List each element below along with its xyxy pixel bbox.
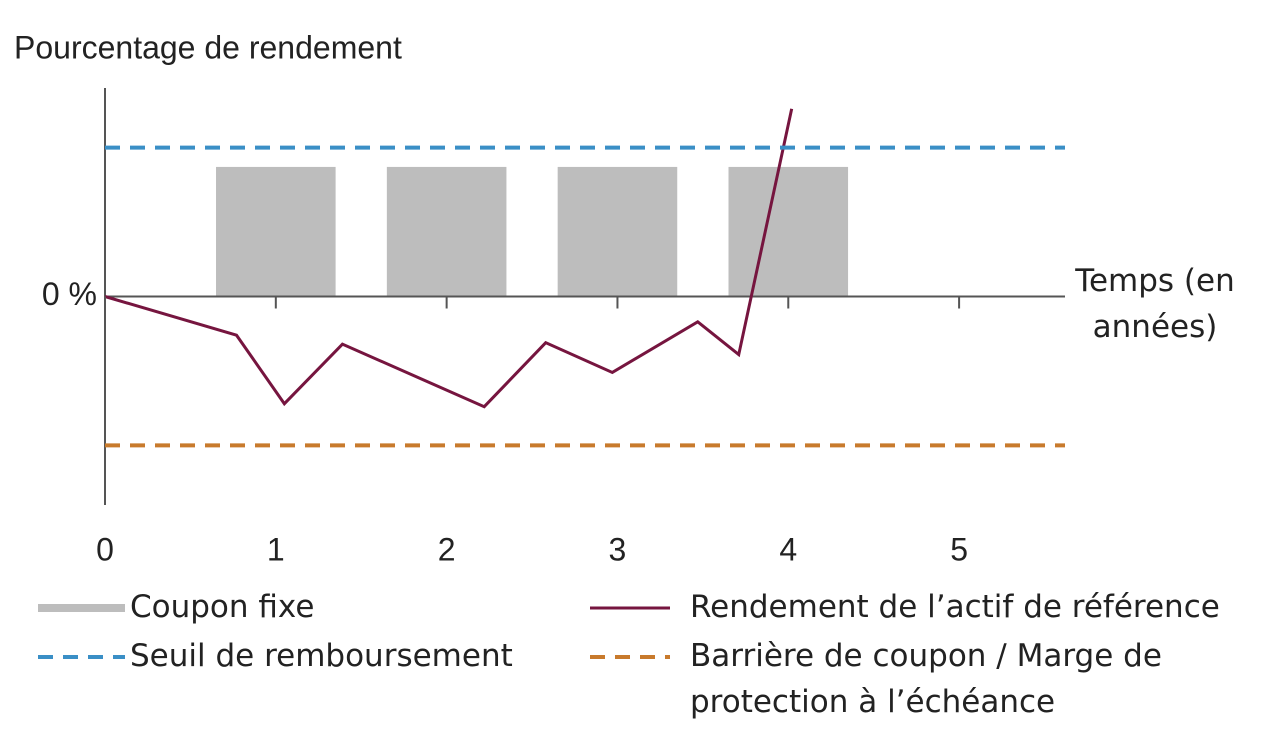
x-tick-label: 2 [438,531,456,567]
x-axis-label: Temps (en années) [1075,263,1235,345]
y-tick-label: 0 % [42,276,97,312]
coupon-bar [216,166,336,297]
x-tick-label: 0 [96,531,114,567]
legend-label: Coupon fixe [130,589,315,625]
return-line [104,108,794,409]
x-tick-label: 3 [609,531,627,567]
x-tick-label: 4 [779,531,797,567]
y-axis-label: Pourcentage de rendement [14,29,402,65]
coupon-bar [386,166,507,297]
legend-label: Barrière de coupon / Marge de protection… [690,638,1162,720]
x-tick-label: 1 [267,531,285,567]
legend-label: Rendement de l’actif de référence [690,589,1220,625]
x-tick-label: 5 [950,531,968,567]
legend-label: Seuil de remboursement [130,638,513,674]
coupon-bar [557,166,678,297]
coupon-bar [728,166,849,297]
